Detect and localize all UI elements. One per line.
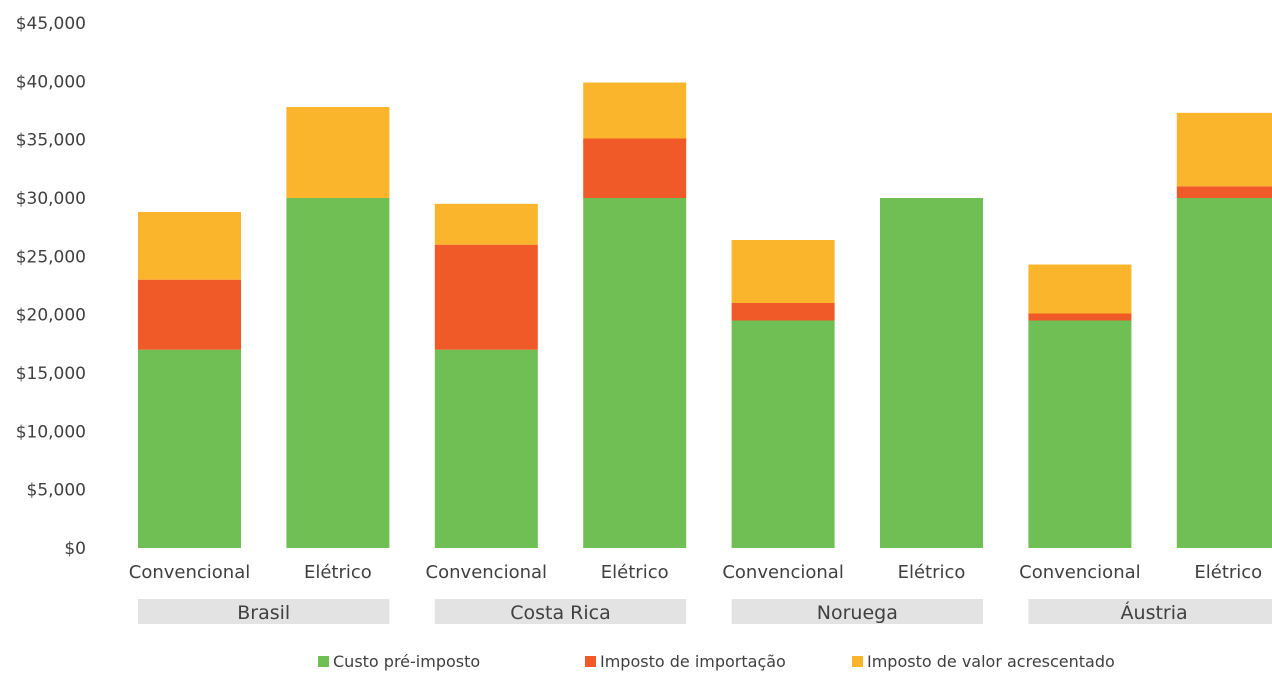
bar-segment-pre-tax xyxy=(138,349,241,548)
y-tick-label: $25,000 xyxy=(16,247,86,267)
x-category-label: Elétrico xyxy=(1194,562,1262,583)
bar-stack xyxy=(1028,264,1132,548)
legend-item: Imposto de valor acrescentado xyxy=(852,652,1115,671)
legend-swatch xyxy=(585,656,596,667)
y-tick-label: $10,000 xyxy=(16,422,86,442)
bar-segment-pre-tax xyxy=(583,198,687,548)
legend-swatch xyxy=(852,656,863,667)
bar-segment-vat xyxy=(434,203,538,245)
bar-segment-import-tax xyxy=(434,244,538,350)
group-label: Costa Rica xyxy=(510,602,611,624)
y-tick-label: $20,000 xyxy=(16,306,86,326)
x-category-label: Convencional xyxy=(722,562,843,583)
bar-segment-pre-tax xyxy=(731,320,835,548)
bar-segment-pre-tax xyxy=(880,198,983,548)
bar-segment-vat xyxy=(138,212,241,280)
group-band xyxy=(731,599,983,624)
bar-segment-pre-tax xyxy=(286,198,390,548)
y-tick-label: $5,000 xyxy=(27,481,86,501)
x-category-label: Convencional xyxy=(426,562,547,583)
y-tick-label: $30,000 xyxy=(16,189,86,209)
y-tick-label: $45,000 xyxy=(16,14,86,34)
legend-item: Imposto de importação xyxy=(585,652,786,671)
bar-stack xyxy=(286,107,390,548)
group-band xyxy=(1028,599,1272,624)
x-category-label: Elétrico xyxy=(898,562,966,583)
legend-label: Imposto de valor acrescentado xyxy=(867,652,1115,671)
legend-label: Custo pré-imposto xyxy=(333,652,481,671)
group-band xyxy=(138,599,390,624)
bar-stack xyxy=(880,198,983,548)
bar-segment-import-tax xyxy=(138,279,241,350)
legend-label: Imposto de importação xyxy=(600,652,786,671)
bar-segment-import-tax xyxy=(731,303,835,321)
group-label: Brasil xyxy=(237,602,290,624)
y-axis: $0 $5,000 $10,000 $15,000 $20,000 $25,000 $30,… xyxy=(16,14,86,559)
group-band xyxy=(434,599,687,624)
bar-segment-pre-tax xyxy=(1028,320,1132,548)
bar-stack xyxy=(434,203,538,548)
y-tick-label: $0 xyxy=(64,539,86,559)
legend-item: Custo pré-imposto xyxy=(318,652,480,671)
bar-stack xyxy=(138,212,241,548)
x-category-label: Convencional xyxy=(1019,562,1140,583)
stacked-bar-chart: $0 $5,000 $10,000 $15,000 $20,000 $25,000 $30,… xyxy=(16,14,1272,624)
bars-layer xyxy=(138,82,1272,548)
bar-segment-import-tax xyxy=(1176,186,1272,198)
bar-segment-vat xyxy=(1028,264,1132,314)
bar-segment-import-tax xyxy=(1028,313,1132,321)
x-axis: Convencional Elétrico Convencional Elétrico… xyxy=(129,562,1272,624)
bar-segment-vat xyxy=(286,107,390,198)
bar-stack xyxy=(1176,112,1272,548)
y-tick-label: $15,000 xyxy=(16,364,86,384)
x-category-label: Elétrico xyxy=(304,562,372,583)
bar-segment-pre-tax xyxy=(1176,198,1272,548)
x-category-label: Convencional xyxy=(129,562,250,583)
y-tick-label: $40,000 xyxy=(16,72,86,92)
group-label: Noruega xyxy=(817,602,898,624)
bar-segment-pre-tax xyxy=(434,349,538,548)
bar-segment-import-tax xyxy=(583,138,687,198)
bar-segment-vat xyxy=(1176,112,1272,187)
bar-stack xyxy=(731,240,835,548)
y-tick-label: $35,000 xyxy=(16,131,86,151)
legend-swatch xyxy=(318,656,329,667)
bar-segment-vat xyxy=(731,240,835,303)
bar-stack xyxy=(583,82,687,548)
x-category-label: Elétrico xyxy=(601,562,669,583)
bar-segment-vat xyxy=(583,82,687,139)
legend: Custo pré-imposto Imposto de importação Im… xyxy=(0,652,1272,674)
group-label: Áustria xyxy=(1121,601,1188,624)
